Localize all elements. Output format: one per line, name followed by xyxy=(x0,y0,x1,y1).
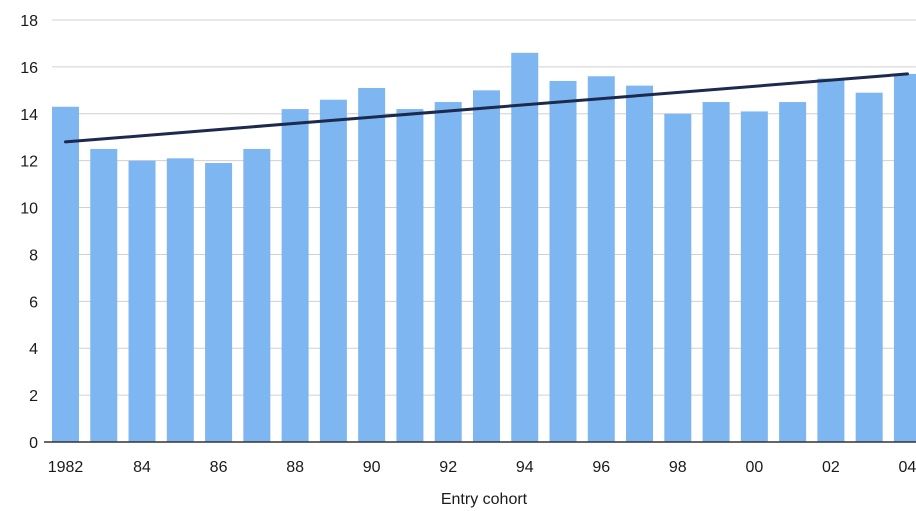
bar-1991 xyxy=(396,109,424,442)
y-tick-label: 8 xyxy=(29,247,38,264)
x-tick-label: 86 xyxy=(210,459,228,476)
x-tick-label: 98 xyxy=(669,459,687,476)
bar-1989 xyxy=(319,99,347,442)
y-tick-labels: 0 2 4 6 8 10 12 14 16 18 xyxy=(20,13,38,452)
bar-1995 xyxy=(549,80,577,442)
x-tick-label: 88 xyxy=(286,459,304,476)
x-tick-label: 00 xyxy=(745,459,763,476)
trend-line xyxy=(64,72,909,144)
x-tick-label: 04 xyxy=(899,459,916,476)
bar-1999 xyxy=(702,102,730,443)
bars xyxy=(52,52,916,443)
trend-line-group xyxy=(64,72,909,144)
bar-1992 xyxy=(434,102,462,443)
x-tick-label: 94 xyxy=(516,459,534,476)
bar-2003 xyxy=(855,92,883,442)
y-tick-label: 4 xyxy=(29,341,38,358)
bar-2004 xyxy=(893,73,916,442)
bar-1986 xyxy=(205,163,233,442)
x-tick-label: 96 xyxy=(592,459,610,476)
y-tick-label: 6 xyxy=(29,294,38,311)
bar-1990 xyxy=(358,87,386,442)
x-tick-label: 02 xyxy=(822,459,840,476)
x-axis-title: Entry cohort xyxy=(441,491,528,508)
x-tick-label: 84 xyxy=(133,459,151,476)
bar-1996 xyxy=(587,76,615,443)
bar-1988 xyxy=(281,109,309,442)
bar-1993 xyxy=(472,90,500,442)
y-tick-label: 0 xyxy=(29,435,38,452)
y-tick-label: 18 xyxy=(20,13,38,30)
x-tick-label: 90 xyxy=(363,459,381,476)
bar-1987 xyxy=(243,148,271,442)
bar-1997 xyxy=(626,85,654,443)
x-tick-label: 92 xyxy=(439,459,457,476)
x-tick-label: 1982 xyxy=(48,459,84,476)
y-tick-label: 14 xyxy=(20,107,38,124)
bar-2001 xyxy=(779,102,807,443)
y-tick-label: 10 xyxy=(20,201,38,218)
y-tick-label: 12 xyxy=(20,154,38,171)
bar-1983 xyxy=(90,148,118,442)
x-tick-labels: 1982 84 86 88 90 92 94 96 98 00 02 04 xyxy=(48,459,916,476)
bar-1982 xyxy=(52,106,79,442)
bar-1994 xyxy=(511,52,539,442)
bar-1998 xyxy=(664,113,692,443)
bar-1984 xyxy=(128,160,156,442)
y-tick-label: 2 xyxy=(29,388,38,405)
bar-2002 xyxy=(817,78,845,442)
bar-2000 xyxy=(740,111,768,442)
bar-1985 xyxy=(166,158,194,443)
y-tick-label: 16 xyxy=(20,60,38,77)
